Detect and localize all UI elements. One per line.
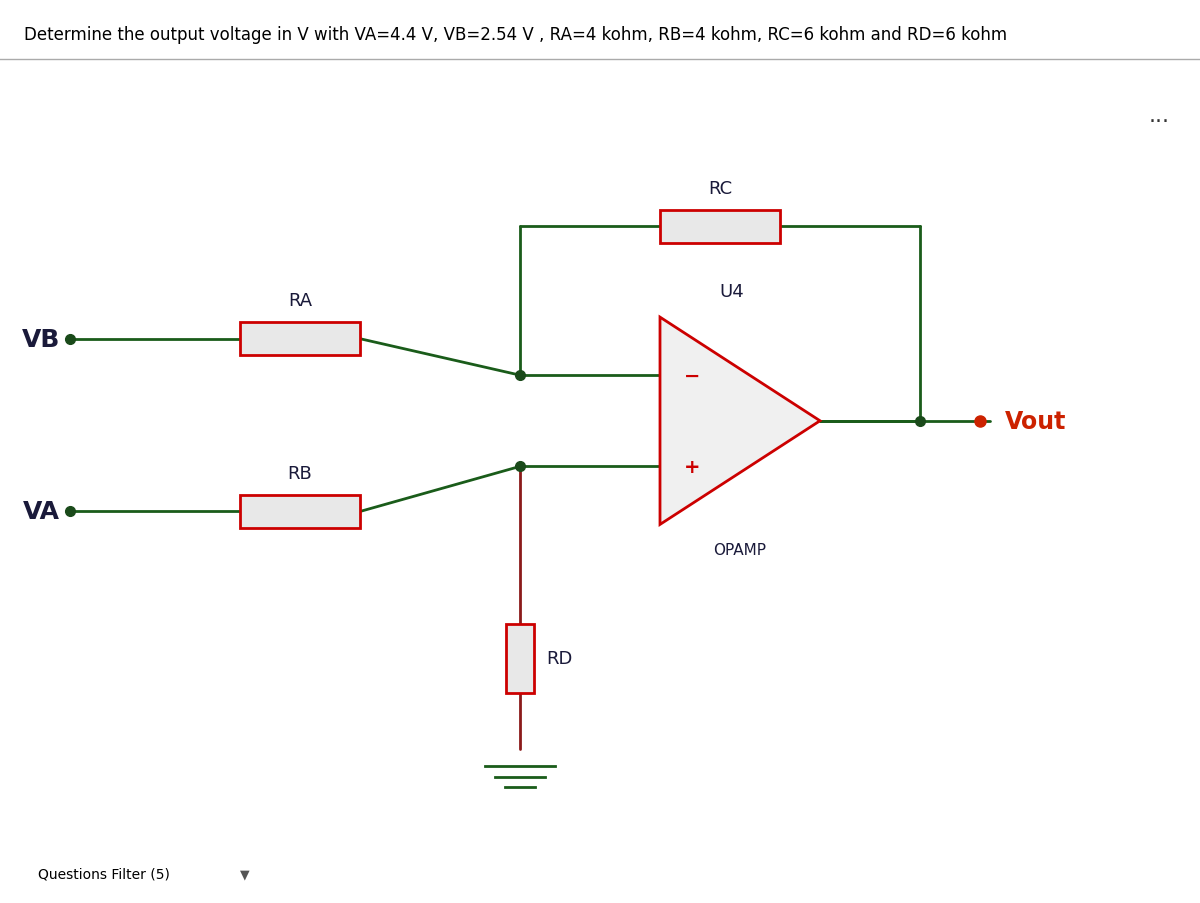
Bar (240, 496, 360, 528)
Text: −: − (684, 367, 700, 386)
Text: VA: VA (23, 500, 60, 524)
Text: ...: ... (1150, 107, 1170, 126)
Bar (660, 210, 780, 244)
Bar (506, 624, 534, 694)
Text: Questions Filter (5): Questions Filter (5) (38, 867, 170, 880)
Text: +: + (684, 458, 701, 477)
Text: Vout: Vout (1006, 409, 1067, 433)
Text: Determine the output voltage in V with VA=4.4 V, VB=2.54 V , RA=4 kohm, RB=4 koh: Determine the output voltage in V with V… (24, 26, 1007, 43)
Text: RB: RB (288, 464, 312, 482)
Text: OPAMP: OPAMP (714, 542, 767, 557)
Text: RA: RA (288, 292, 312, 310)
Text: RD: RD (546, 649, 572, 667)
Text: ▼: ▼ (240, 867, 250, 880)
Text: RC: RC (708, 180, 732, 198)
Text: U4: U4 (720, 283, 744, 301)
Text: VB: VB (22, 328, 60, 351)
Bar (240, 323, 360, 356)
Polygon shape (660, 318, 820, 525)
